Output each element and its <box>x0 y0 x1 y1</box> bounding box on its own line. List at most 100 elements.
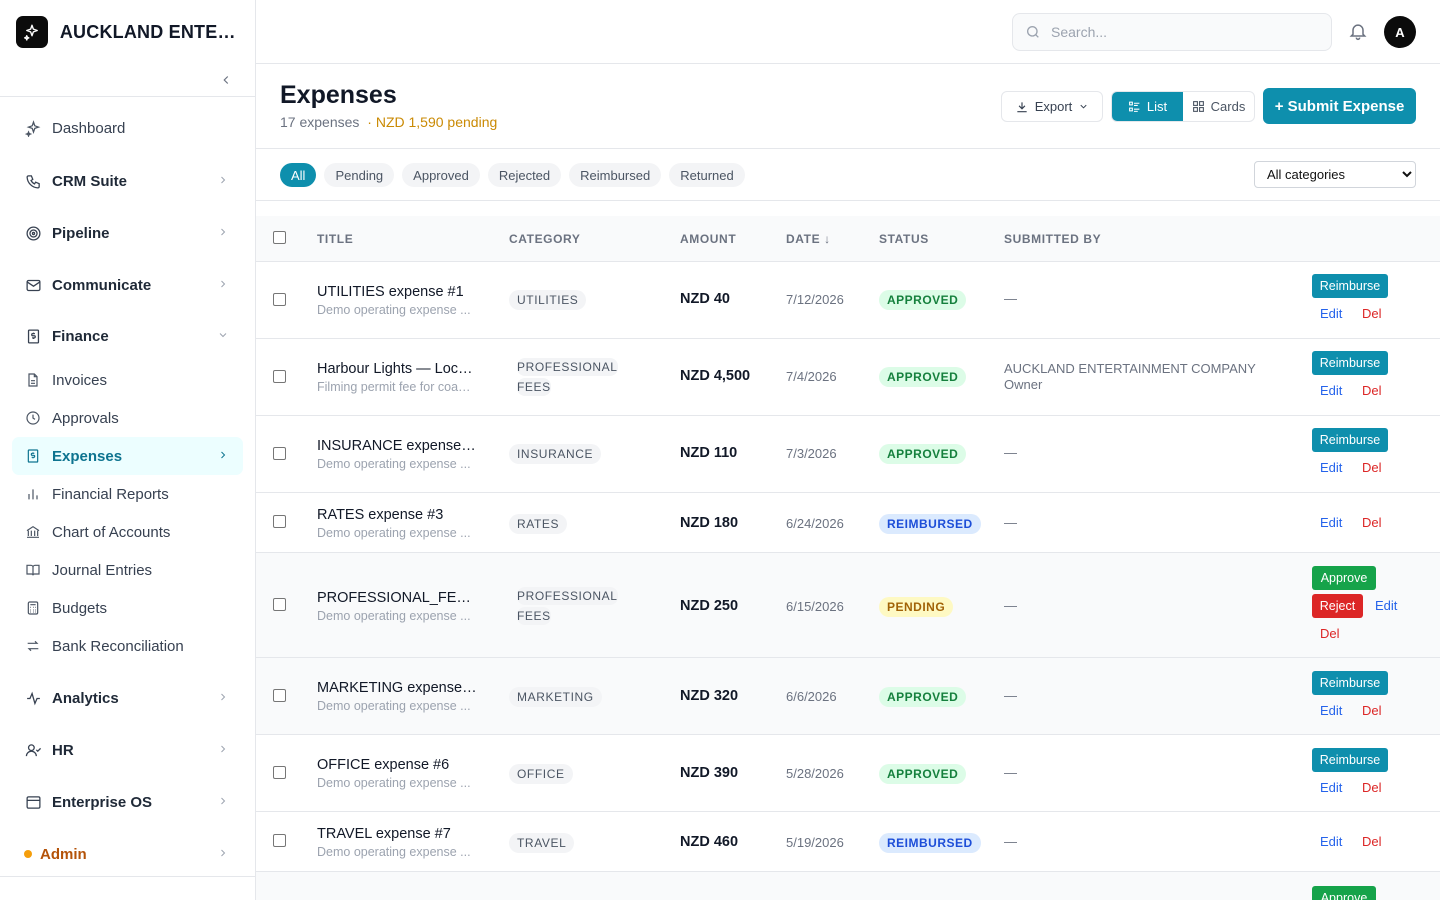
edit-link[interactable]: Edit <box>1320 306 1343 321</box>
reimburse-button[interactable]: Reimburse <box>1312 351 1388 375</box>
table-row[interactable]: Approve <box>256 872 1440 900</box>
sidebar-item-bank-reconciliation[interactable]: Bank Reconciliation <box>12 627 243 665</box>
expense-title[interactable]: Harbour Lights — Location <box>317 361 477 377</box>
row-checkbox[interactable] <box>273 689 286 702</box>
reimburse-button[interactable]: Reimburse <box>1312 748 1388 772</box>
row-checkbox[interactable] <box>273 598 286 611</box>
status-badge: PENDING <box>879 597 954 617</box>
sidebar-group-hr[interactable]: HR <box>12 724 243 776</box>
expense-title[interactable]: TRAVEL expense #7 <box>317 826 451 842</box>
reimburse-button[interactable]: Reimburse <box>1312 428 1388 452</box>
delete-link[interactable]: Del <box>1362 834 1382 849</box>
delete-link[interactable]: Del <box>1362 383 1382 398</box>
sidebar-group-finance[interactable]: Finance <box>12 311 243 361</box>
submit-expense-button[interactable]: + Submit Expense <box>1263 88 1416 124</box>
sidebar-item-journal-entries[interactable]: Journal Entries <box>12 551 243 589</box>
reimburse-button[interactable]: Reimburse <box>1312 274 1388 298</box>
table-row[interactable]: INSURANCE expense #2 Demo operating expe… <box>256 416 1440 493</box>
sidebar-group-admin[interactable]: Admin <box>12 828 243 880</box>
filter-chip-rejected[interactable]: Rejected <box>487 163 562 187</box>
column-header-title[interactable]: TITLE <box>317 232 354 246</box>
cards-view-button[interactable]: Cards <box>1183 92 1254 121</box>
sidebar-item-invoices[interactable]: Invoices <box>12 361 243 399</box>
sidebar-group-enterprise-os[interactable]: Enterprise OS <box>12 776 243 828</box>
expense-title[interactable]: PROFESSIONAL_FEES expense #4 <box>317 590 477 606</box>
brand: AUCKLAND ENTER... <box>0 0 255 64</box>
table-row[interactable]: OFFICE expense #6 Demo operating expense… <box>256 735 1440 812</box>
search-box[interactable] <box>1012 13 1332 51</box>
filter-chip-all[interactable]: All <box>280 163 317 187</box>
row-checkbox[interactable] <box>273 834 286 847</box>
sidebar-group-analytics[interactable]: Analytics <box>12 672 243 724</box>
table-row[interactable]: TRAVEL expense #7 Demo operating expense… <box>256 812 1440 872</box>
delete-link[interactable]: Del <box>1320 626 1340 641</box>
select-all-checkbox[interactable] <box>273 231 286 244</box>
export-button[interactable]: Export <box>1001 91 1103 122</box>
expense-title[interactable]: INSURANCE expense #2 <box>317 438 477 454</box>
sidebar-nav: Dashboard CRM Suite Pipeline Communicate… <box>0 97 255 880</box>
row-checkbox[interactable] <box>273 370 286 383</box>
reject-button[interactable]: Reject <box>1312 594 1363 618</box>
reimburse-button[interactable]: Reimburse <box>1312 671 1388 695</box>
sidebar-item-financial-reports[interactable]: Financial Reports <box>12 475 243 513</box>
edit-link[interactable]: Edit <box>1320 383 1343 398</box>
chevron-left-icon[interactable] <box>219 73 233 87</box>
filter-chip-reimbursed[interactable]: Reimbursed <box>569 163 662 187</box>
expense-description: Demo operating expense ... <box>317 845 471 859</box>
edit-link[interactable]: Edit <box>1320 703 1343 718</box>
row-checkbox[interactable] <box>273 293 286 306</box>
sidebar-item-approvals[interactable]: Approvals <box>12 399 243 437</box>
delete-link[interactable]: Del <box>1362 780 1382 795</box>
row-checbox[interactable] <box>273 515 286 528</box>
row-checkbox[interactable] <box>273 766 286 779</box>
delete-link[interactable]: Del <box>1362 703 1382 718</box>
delete-link[interactable]: Del <box>1362 515 1382 530</box>
expense-title[interactable]: UTILITIES expense #1 <box>317 284 464 300</box>
table-row[interactable]: PROFESSIONAL_FEES expense #4 Demo operat… <box>256 553 1440 658</box>
column-header-date[interactable]: DATE ↓ <box>786 232 831 246</box>
edit-link[interactable]: Edit <box>1375 598 1398 613</box>
expense-title[interactable]: MARKETING expense #5 <box>317 680 477 696</box>
edit-link[interactable]: Edit <box>1320 460 1343 475</box>
edit-link[interactable]: Edit <box>1320 515 1343 530</box>
edit-link[interactable]: Edit <box>1320 780 1343 795</box>
sidebar-item-label: Bank Reconciliation <box>52 637 184 655</box>
filter-chip-returned[interactable]: Returned <box>669 163 745 187</box>
filter-chip-approved[interactable]: Approved <box>402 163 480 187</box>
edit-link[interactable]: Edit <box>1320 834 1343 849</box>
avatar[interactable]: A <box>1384 16 1416 48</box>
date: 7/4/2026 <box>786 369 837 384</box>
delete-link[interactable]: Del <box>1362 306 1382 321</box>
column-header-amount[interactable]: AMOUNT <box>680 232 737 246</box>
sidebar-item-budgets[interactable]: Budgets <box>12 589 243 627</box>
sidebar-item-chart-of-accounts[interactable]: Chart of Accounts <box>12 513 243 551</box>
category-select[interactable]: All categories <box>1254 161 1416 188</box>
column-header-status[interactable]: STATUS <box>879 232 929 246</box>
sidebar-group-pipeline[interactable]: Pipeline <box>12 207 243 259</box>
table-row[interactable]: RATES expense #3 Demo operating expense … <box>256 493 1440 553</box>
sidebar-item-expenses[interactable]: Expenses <box>12 437 243 475</box>
column-header-category[interactable]: CATEGORY <box>509 232 581 246</box>
search-input[interactable] <box>1051 24 1311 40</box>
filter-chip-pending[interactable]: Pending <box>324 163 395 187</box>
clock-icon <box>24 409 42 427</box>
row-checkbox[interactable] <box>273 447 286 460</box>
table-row[interactable]: UTILITIES expense #1 Demo operating expe… <box>256 262 1440 339</box>
delete-link[interactable]: Del <box>1362 460 1382 475</box>
column-header-submitted-by[interactable]: SUBMITTED BY <box>1004 232 1102 246</box>
expense-title[interactable]: RATES expense #3 <box>317 507 444 523</box>
bell-icon[interactable] <box>1348 21 1368 46</box>
sidebar-group-communicate[interactable]: Communicate <box>12 259 243 311</box>
expense-title[interactable]: OFFICE expense #6 <box>317 757 450 773</box>
approve-button[interactable]: Approve <box>1312 566 1376 590</box>
list-view-button[interactable]: List <box>1112 92 1183 121</box>
table-row[interactable]: MARKETING expense #5 Demo operating expe… <box>256 658 1440 735</box>
category-badge: TRAVEL <box>509 833 575 853</box>
date: 5/28/2026 <box>786 766 844 781</box>
table-row[interactable]: Harbour Lights — Location Filming permit… <box>256 339 1440 416</box>
approve-button[interactable]: Approve <box>1312 886 1376 900</box>
sidebar-item-dashboard[interactable]: Dashboard <box>12 109 243 147</box>
sidebar-group-crm[interactable]: CRM Suite <box>12 155 243 207</box>
calculator-icon <box>24 599 42 617</box>
status-badge: APPROVED <box>879 444 967 464</box>
